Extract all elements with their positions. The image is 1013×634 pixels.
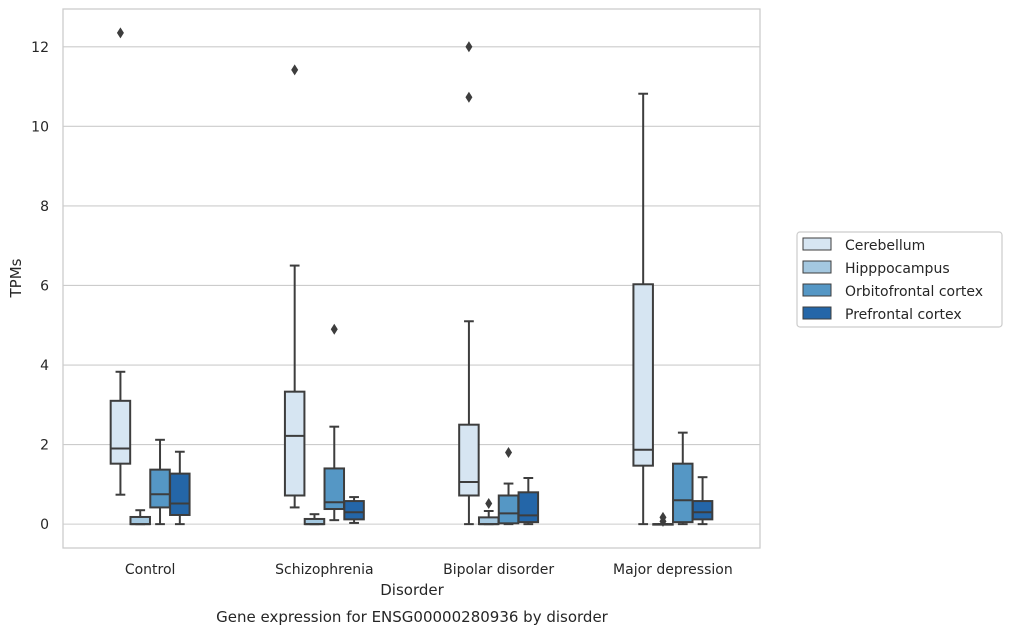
box-iqr bbox=[691, 500, 714, 521]
chart-title: Gene expression for ENSG00000280936 by d… bbox=[216, 608, 609, 626]
box-hipppocampus bbox=[652, 511, 674, 527]
box-iqr bbox=[497, 494, 520, 525]
box-orbitofrontal-cortex bbox=[149, 438, 171, 526]
legend-label: Cerebellum bbox=[845, 238, 925, 254]
box-prefrontal-cortex bbox=[169, 450, 191, 526]
box-iqr bbox=[458, 423, 480, 497]
x-tick-label: Bipolar disorder bbox=[443, 562, 554, 578]
y-tick-label: 2 bbox=[40, 438, 49, 454]
box-cerebellum bbox=[458, 41, 480, 526]
legend-swatch bbox=[802, 283, 832, 297]
box-iqr bbox=[323, 467, 346, 511]
box-iqr bbox=[129, 515, 151, 526]
legend: Cerebellum Hipppocampus Orbitofrontal cort… bbox=[796, 231, 1003, 328]
legend-frame bbox=[796, 231, 1003, 328]
y-tick-label: 10 bbox=[31, 119, 49, 135]
y-tick-label: 12 bbox=[31, 40, 49, 56]
box-prefrontal-cortex bbox=[691, 476, 714, 526]
box-iqr bbox=[109, 399, 132, 465]
x-tick-label: Control bbox=[125, 562, 176, 578]
box-iqr bbox=[343, 500, 365, 521]
legend-entry: Orbitofrontal cortex bbox=[802, 283, 983, 300]
box-prefrontal-cortex bbox=[343, 496, 365, 524]
box-orbitofrontal-cortex bbox=[323, 323, 346, 522]
outlier-point bbox=[291, 64, 299, 76]
box-iqr bbox=[283, 390, 306, 497]
box-iqr bbox=[517, 491, 540, 524]
box-orbitofrontal-cortex bbox=[497, 447, 520, 526]
y-axis-label: TPMs bbox=[7, 258, 25, 298]
box-hipppocampus bbox=[303, 513, 326, 526]
y-tick-label: 0 bbox=[40, 517, 49, 533]
y-tick-label: 6 bbox=[40, 278, 49, 294]
box-hipppocampus bbox=[477, 497, 500, 526]
box-orbitofrontal-cortex bbox=[672, 431, 694, 526]
box-prefrontal-cortex bbox=[517, 476, 540, 526]
legend-swatch bbox=[802, 260, 832, 274]
legend-entry: Prefrontal cortex bbox=[802, 306, 962, 323]
legend-swatch bbox=[802, 306, 832, 320]
box-iqr bbox=[672, 462, 694, 524]
outlier-point bbox=[330, 323, 338, 335]
x-axis-ticks: Control Schizophrenia Bipolar disorder Majo… bbox=[125, 562, 733, 578]
box-hipppocampus bbox=[129, 509, 151, 526]
x-axis-label: Disorder bbox=[380, 581, 444, 599]
outlier-point bbox=[505, 447, 513, 459]
outlier-point bbox=[465, 41, 473, 53]
box-iqr bbox=[632, 283, 654, 467]
legend-entry: Hipppocampus bbox=[802, 260, 950, 277]
legend-label: Orbitofrontal cortex bbox=[845, 284, 983, 300]
outlier-point bbox=[485, 497, 493, 509]
box-cerebellum bbox=[283, 64, 306, 509]
legend-label: Hipppocampus bbox=[845, 261, 950, 277]
outlier-point bbox=[465, 91, 473, 103]
plot-area-frame bbox=[62, 8, 761, 549]
y-axis-ticks: 0 2 4 6 8 10 12 bbox=[31, 40, 49, 533]
legend-label: Prefrontal cortex bbox=[845, 307, 962, 323]
box-iqr bbox=[169, 472, 191, 516]
x-tick-label: Schizophrenia bbox=[275, 562, 373, 578]
box-cerebellum bbox=[632, 92, 654, 526]
box-plot-series bbox=[109, 27, 714, 527]
legend-swatch bbox=[802, 237, 832, 251]
box-iqr bbox=[477, 516, 500, 526]
x-tick-label: Major depression bbox=[613, 562, 733, 578]
box-cerebellum bbox=[109, 27, 132, 496]
outlier-point bbox=[659, 515, 667, 527]
box-iqr bbox=[149, 468, 171, 509]
outlier-point bbox=[116, 27, 124, 39]
y-tick-label: 8 bbox=[40, 199, 49, 215]
y-gridlines bbox=[63, 46, 760, 525]
y-tick-label: 4 bbox=[40, 358, 49, 374]
legend-entry: Cerebellum bbox=[802, 237, 925, 254]
